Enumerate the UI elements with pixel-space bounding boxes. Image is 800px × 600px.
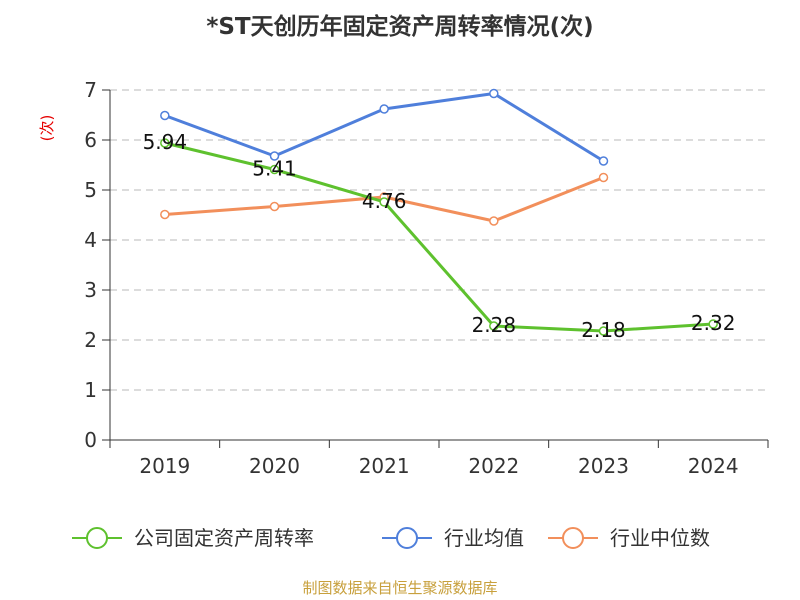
series-layer <box>160 88 718 336</box>
y-tick-label: 5 <box>84 178 97 202</box>
data-point <box>598 172 609 183</box>
data-point <box>598 156 609 166</box>
legend-marker <box>396 527 418 549</box>
source-note: 制图数据来自恒生聚源数据库 <box>302 579 497 597</box>
data-point <box>379 197 389 207</box>
data-point <box>160 110 170 121</box>
data-label: 2.18 <box>581 318 626 342</box>
data-point <box>269 164 280 175</box>
data-point <box>160 138 170 148</box>
data-point <box>708 319 718 329</box>
data-label: 5.41 <box>252 157 297 181</box>
data-point <box>269 151 280 161</box>
y-tick-label: 4 <box>84 228 97 252</box>
legend-marker <box>562 527 584 549</box>
data-point <box>269 201 280 212</box>
y-tick-label: 3 <box>84 278 97 302</box>
legend-label: 公司固定资产周转率 <box>134 526 314 550</box>
data-point <box>379 104 389 114</box>
data-point <box>598 326 609 336</box>
x-tick-label: 2019 <box>139 454 190 478</box>
data-label: 5.94 <box>143 130 188 154</box>
x-tick-label: 2022 <box>468 454 519 478</box>
legend-label: 行业均值 <box>444 526 524 550</box>
legend: 公司固定资产周转率 行业均值 行业中位数 <box>72 526 710 550</box>
data-point <box>489 88 499 99</box>
x-tick-label: 2021 <box>359 454 410 478</box>
y-tick-label: 1 <box>84 378 97 402</box>
axes: 0 1 2 3 4 5 6 7 2019 2020 2021 2022 2023 2024 <box>84 78 769 478</box>
y-axis-label: (次) <box>38 115 56 142</box>
y-tick-label: 6 <box>84 128 97 152</box>
y-tick-label: 2 <box>84 328 97 352</box>
legend-label: 行业中位数 <box>610 526 710 550</box>
chart-title: *ST天创历年固定资产周转率情况(次) <box>206 13 593 40</box>
y-tick-label: 0 <box>84 428 97 452</box>
data-point <box>160 209 170 220</box>
data-label: 2.32 <box>691 311 736 335</box>
y-tick-label: 7 <box>84 78 97 102</box>
data-point <box>489 216 499 226</box>
x-tick-label: 2024 <box>688 454 739 478</box>
x-tick-label: 2023 <box>578 454 629 478</box>
x-tick-label: 2020 <box>249 454 300 478</box>
grid-lines <box>110 89 768 391</box>
data-labels: 5.94 5.41 4.76 2.28 2.18 2.32 <box>143 130 736 342</box>
series-line-1 <box>164 92 605 163</box>
data-label: 2.28 <box>472 313 517 337</box>
data-point <box>489 321 499 331</box>
data-label: 4.76 <box>362 189 407 213</box>
legend-marker <box>86 527 108 549</box>
series-line-0 <box>164 141 714 333</box>
